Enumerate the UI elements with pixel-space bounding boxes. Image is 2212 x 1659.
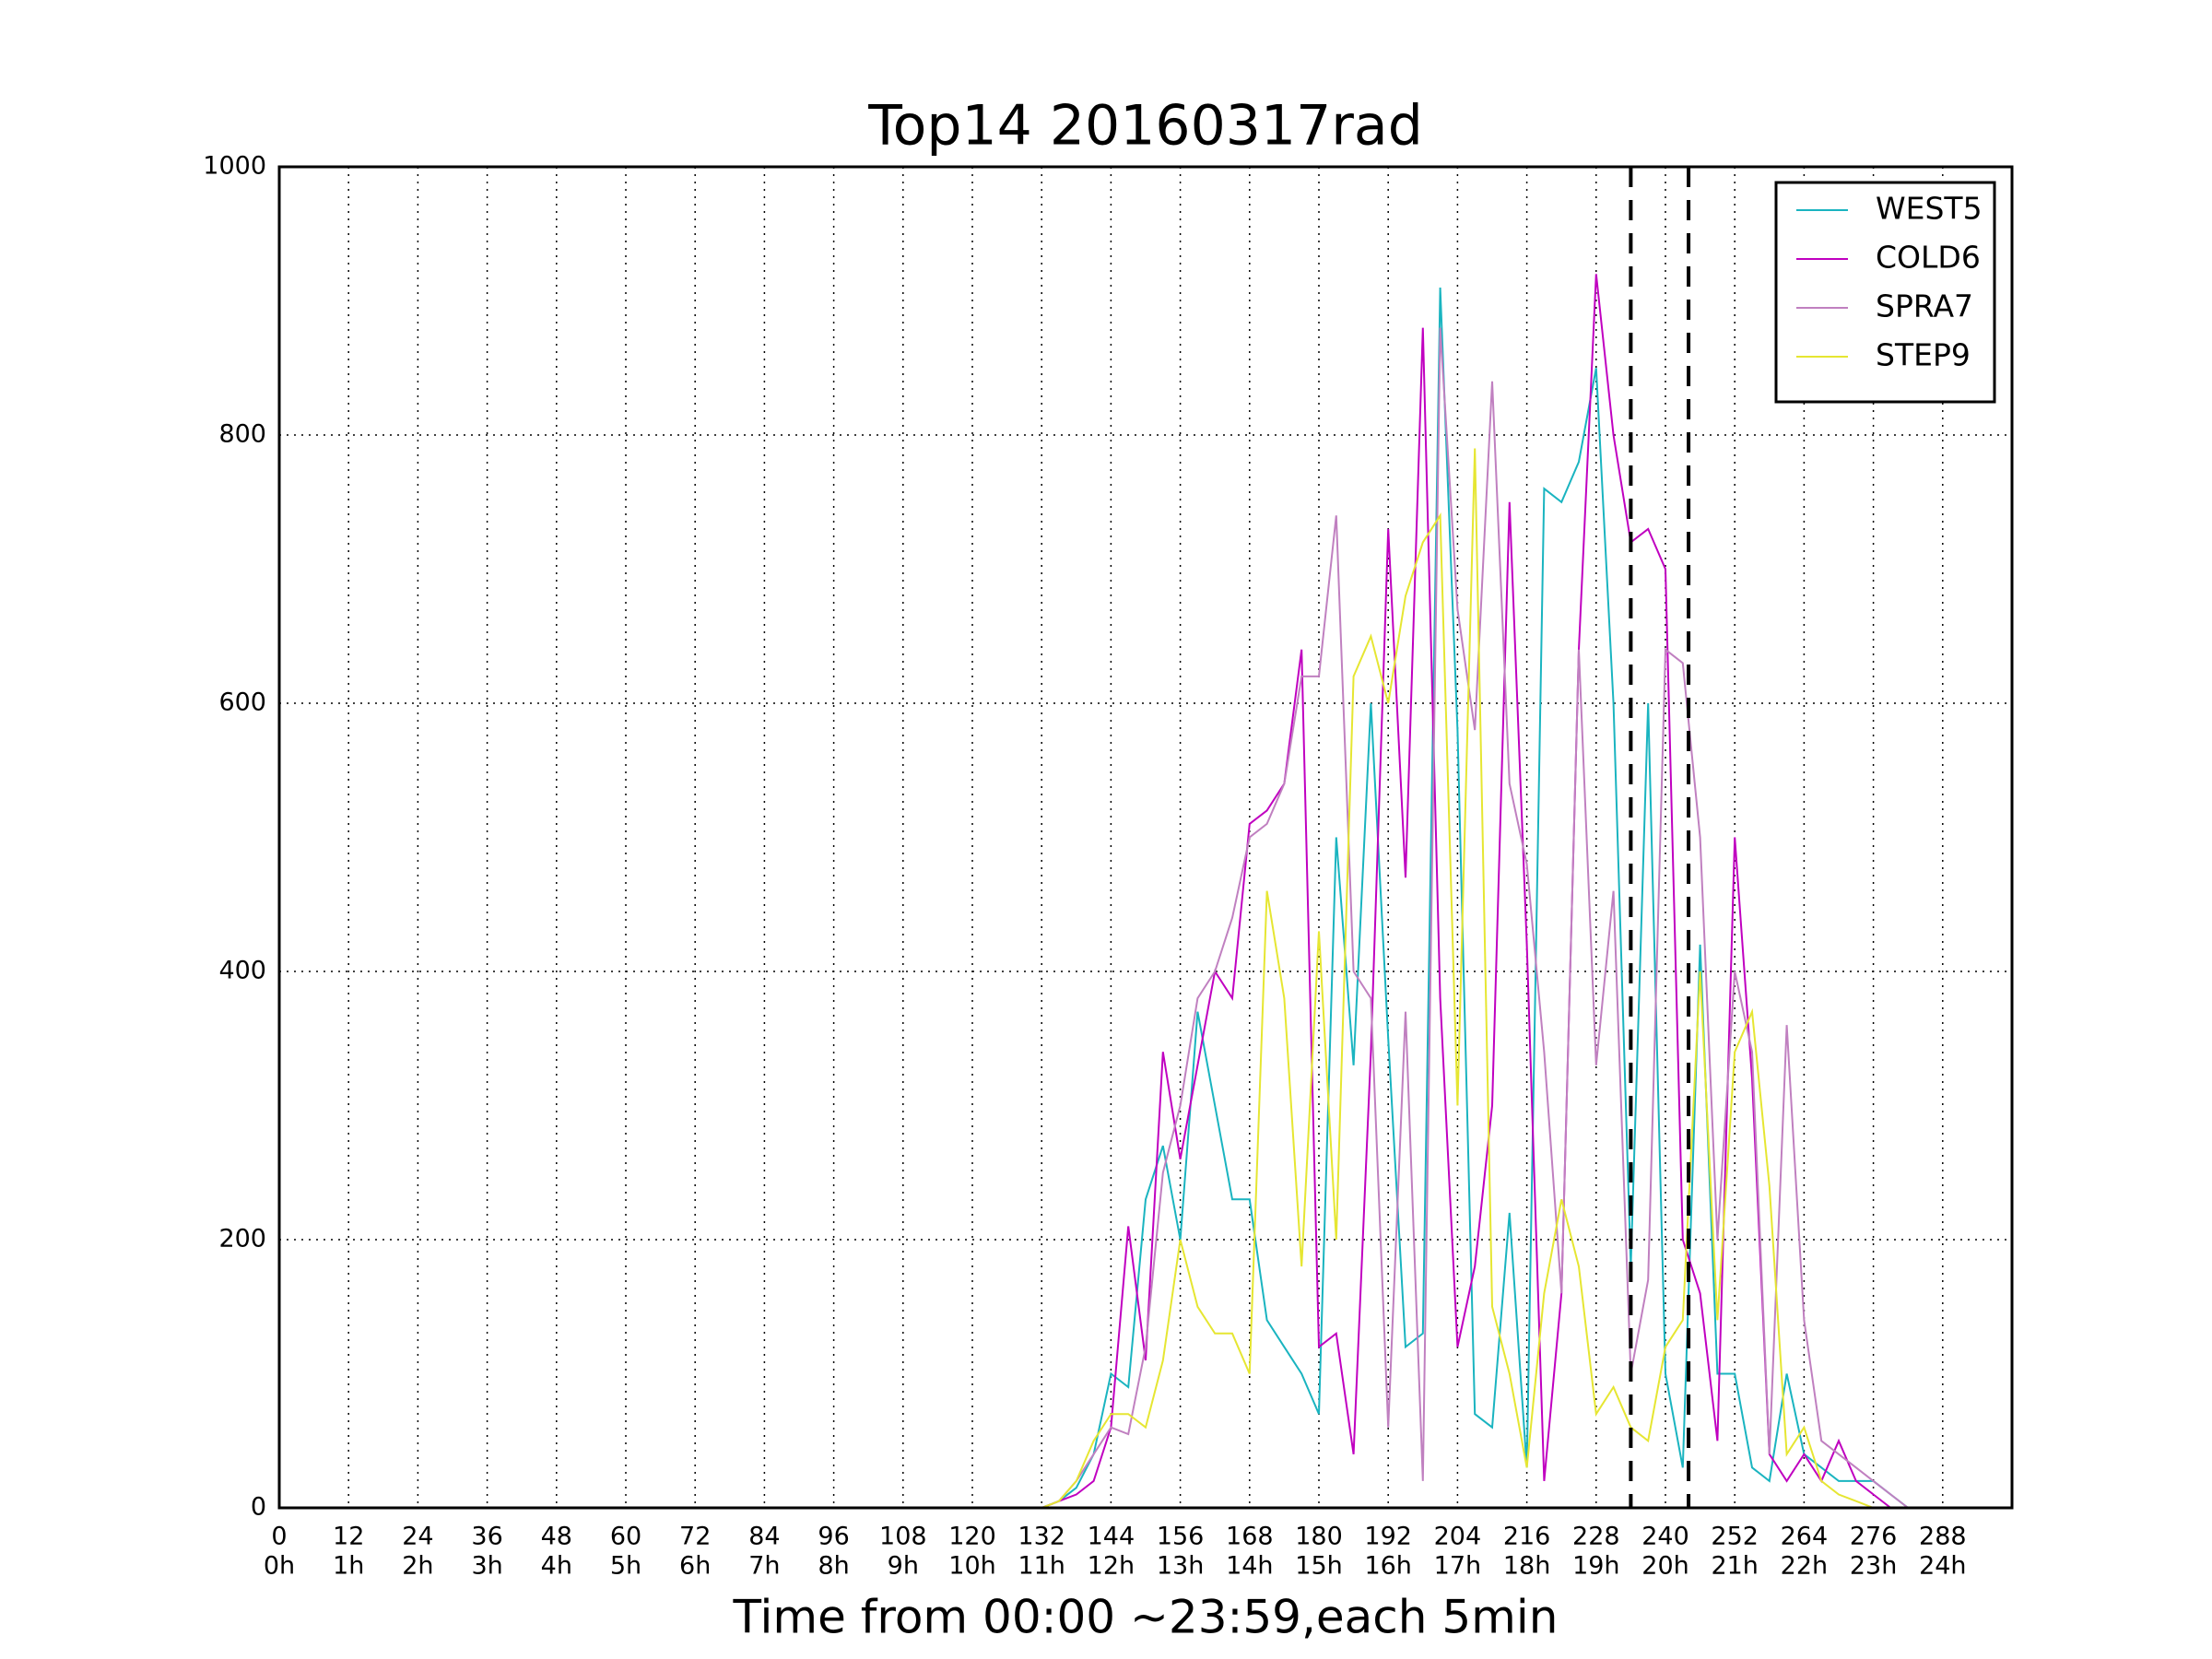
legend-label: COLD6 (1876, 240, 1981, 276)
x-tick-hour: 11h (1018, 1552, 1065, 1581)
x-tick-hour: 20h (1641, 1552, 1688, 1581)
y-tick-label: 200 (218, 1225, 266, 1253)
x-tick-hour: 5h (610, 1552, 641, 1581)
x-tick-label: 0 (271, 1523, 287, 1551)
x-tick-hour: 13h (1157, 1552, 1204, 1581)
x-tick-hour: 9h (888, 1552, 919, 1581)
x-tick-label: 24 (402, 1523, 433, 1551)
x-tick-hour: 4h (541, 1552, 572, 1581)
x-tick-label: 96 (818, 1523, 849, 1551)
x-tick-hour: 15h (1295, 1552, 1342, 1581)
x-tick-hour: 1h (333, 1552, 364, 1581)
x-tick-label: 120 (948, 1523, 996, 1551)
x-tick-hour: 21h (1711, 1552, 1758, 1581)
series-line (279, 327, 1909, 1509)
x-tick-label: 216 (1503, 1523, 1551, 1551)
x-tick-label: 108 (879, 1523, 927, 1551)
legend-label: WEST5 (1876, 191, 1983, 227)
x-tick-label: 132 (1018, 1523, 1065, 1551)
x-tick-hour: 0h (264, 1552, 295, 1581)
x-tick-label: 36 (471, 1523, 502, 1551)
legend-label: SPRA7 (1876, 288, 1973, 324)
x-tick-label: 264 (1781, 1523, 1829, 1551)
y-tick-label: 600 (218, 688, 266, 717)
x-tick-hour: 16h (1364, 1552, 1411, 1581)
x-tick-label: 288 (1919, 1523, 1967, 1551)
series-line (279, 448, 1909, 1509)
y-tick-label: 0 (251, 1493, 266, 1522)
x-tick-label: 156 (1157, 1523, 1205, 1551)
x-axis-label: Time from 00:00 ~23:59,each 5min (733, 1591, 1559, 1644)
x-tick-label: 84 (748, 1523, 780, 1551)
x-tick-hour: 24h (1919, 1552, 1966, 1581)
legend-box (1774, 181, 1996, 404)
x-tick-label: 48 (541, 1523, 572, 1551)
x-tick-label: 204 (1434, 1523, 1482, 1551)
x-tick-label: 240 (1641, 1523, 1689, 1551)
chart-title: Top14 20160317rad (867, 94, 1423, 159)
x-tick-label: 72 (679, 1523, 711, 1551)
y-tick-label: 800 (218, 420, 266, 449)
x-tick-hour: 7h (748, 1552, 780, 1581)
x-tick-label: 144 (1088, 1523, 1135, 1551)
x-tick-label: 180 (1295, 1523, 1343, 1551)
x-tick-label: 276 (1850, 1523, 1898, 1551)
x-tick-label: 12 (333, 1523, 364, 1551)
x-tick-hour: 17h (1434, 1552, 1481, 1581)
legend-label: STEP9 (1876, 337, 1971, 373)
x-tick-hour: 2h (402, 1552, 433, 1581)
x-tick-hour: 10h (948, 1552, 995, 1581)
x-tick-label: 228 (1572, 1523, 1620, 1551)
x-tick-label: 192 (1364, 1523, 1412, 1551)
x-tick-hour: 3h (471, 1552, 502, 1581)
x-tick-label: 168 (1226, 1523, 1274, 1551)
x-tick-hour: 6h (679, 1552, 711, 1581)
x-tick-hour: 23h (1850, 1552, 1897, 1581)
y-tick-label: 400 (218, 957, 266, 985)
y-tick-label: 1000 (203, 152, 266, 181)
plot-frame (277, 165, 2014, 1510)
x-tick-hour: 14h (1226, 1552, 1273, 1581)
x-tick-label: 60 (610, 1523, 641, 1551)
x-tick-hour: 18h (1503, 1552, 1550, 1581)
x-tick-hour: 12h (1088, 1552, 1135, 1581)
series-line (279, 287, 1909, 1509)
x-tick-hour: 19h (1572, 1552, 1619, 1581)
x-tick-label: 252 (1711, 1523, 1759, 1551)
x-tick-hour: 8h (818, 1552, 849, 1581)
x-tick-hour: 22h (1781, 1552, 1828, 1581)
